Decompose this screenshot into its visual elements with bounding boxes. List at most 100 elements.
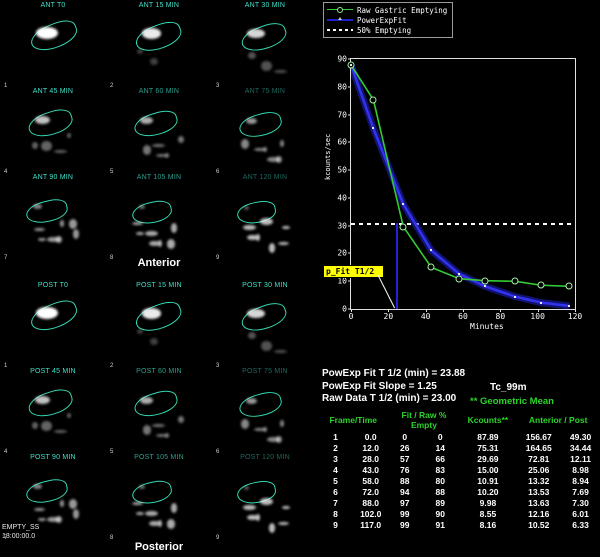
cell-raw: 89 [435,497,446,508]
fit-data-point [402,203,405,206]
fit-data-point [350,63,352,66]
bowel-activity [269,243,276,253]
scan-image [0,376,106,454]
results-panel: PowExp Fit T 1/2 (min) = 23.88 PowExp Fi… [318,368,600,557]
cell-fit: 76 [400,464,410,475]
cell-post: 7.69 [572,486,589,497]
header-anterior-post: Anterior / Post [528,415,588,425]
scan-frame-ant-5[interactable]: ANT 60 MIN 5 [106,86,212,176]
scan-frame-ant-2[interactable]: ANT 15 MIN 2 [106,0,212,90]
frame-number: 9 [216,255,220,261]
y-axis-tick-label: 30 [337,221,347,231]
cell-post: 6.01 [572,508,589,519]
scan-frame-post-9[interactable]: POST 120 MIN 9 [212,452,318,542]
fifty-percent-emptying-line [351,222,575,225]
table-row: 4 43.0 76 83 15.00 25.06 8.98 [318,464,600,475]
table-header-row: Frame/Time Fit / Raw % Empty Kcounts** A… [318,410,600,431]
bowel-activity [274,350,287,353]
fit-data-point [484,285,487,288]
legend-label-half: 50% Emptying [357,25,412,35]
cell-time: 102.0 [360,508,382,519]
bowel-activity [60,500,64,508]
scan-frame-ant-4[interactable]: ANT 45 MIN 4 [0,86,106,176]
gastric-activity [34,395,50,405]
study-identifier: EMPTY_SS 13:00:00.0 [2,523,39,541]
cell-frame: 6 [333,486,338,497]
scan-frame-ant-6[interactable]: ANT 75 MIN 6 [212,86,318,176]
bowel-activity [67,413,71,419]
stomach-roi-outline [238,298,290,336]
cell-post: 12.11 [570,453,591,464]
scan-frame-ant-1[interactable]: ANT T0 1 [0,0,106,90]
bowel-activity [152,144,165,147]
table-row: 6 72.0 94 88 10.20 13.53 7.69 [318,486,600,497]
bowel-activity [247,515,258,521]
cell-raw: 80 [435,475,446,486]
raw-data-point [455,275,463,283]
scan-frame-post-6[interactable]: POST 75 MIN 6 [212,366,318,456]
legend-label-raw: Raw Gastric Emptying [357,5,448,15]
cell-kcounts: 29.69 [477,453,499,464]
scan-frame-post-5[interactable]: POST 60 MIN 5 [106,366,212,456]
cell-raw: 91 [435,519,446,530]
scan-frame-post-8[interactable]: POST 105 MIN 8 [106,452,212,542]
scan-frame-ant-7[interactable]: ANT 90 MIN 7 [0,172,106,262]
scan-frame-post-1[interactable]: POST T0 1 [0,280,106,370]
bowel-activity [167,519,176,529]
legend-swatch-fit-icon [327,16,353,24]
bowel-activity [260,498,273,506]
bowel-activity [261,341,272,351]
frame-number: 6 [216,169,220,175]
cell-frame: 7 [333,497,338,508]
y-axis-tick [348,141,351,143]
scan-frame-ant-9[interactable]: ANT 120 MIN 9 [212,172,318,262]
cell-time: 12.0 [362,442,379,453]
cell-fit: 99 [400,519,410,530]
cell-frame: 2 [333,442,338,453]
bowel-activity [178,416,185,424]
cell-anterior: 164.65 [525,442,552,453]
bowel-activity [256,234,260,242]
scan-frame-post-7[interactable]: POST 90 MIN 7 [0,452,106,542]
table-row: 7 88.0 97 89 9.98 13.63 7.30 [318,497,600,508]
fit-t-half-line: PowExp Fit T 1/2 (min) = 23.88 [322,368,466,379]
scan-frame-label: POST 75 MIN [242,368,288,375]
cell-frame: 1 [333,431,338,442]
cell-kcounts: 9.98 [479,497,497,508]
legend-swatch-raw-icon [327,6,353,14]
gastric-activity [244,486,249,491]
bowel-activity [143,425,152,435]
y-axis-tick [348,308,351,310]
chart-curves [351,63,570,309]
fit-data-point [372,127,375,130]
bowel-activity [256,514,260,522]
scan-frame-ant-8[interactable]: ANT 105 MIN 8 [106,172,212,262]
bowel-activity [54,150,67,153]
cell-anterior: 13.53 [528,486,550,497]
bowel-activity [32,422,39,430]
frame-number: 5 [110,449,114,455]
cell-raw: 88 [435,486,446,497]
scan-frame-post-4[interactable]: POST 45 MIN 4 [0,366,106,456]
scan-frame-post-2[interactable]: POST 15 MIN 2 [106,280,212,370]
scan-image [0,96,106,174]
bowel-activity [247,235,258,241]
gastric-activity [36,307,58,320]
scan-frame-ant-3[interactable]: ANT 30 MIN 3 [212,0,318,90]
y-axis-tick-label: 40 [337,193,347,203]
bowel-activity [269,523,276,533]
raw-data-point [427,263,435,271]
scintigraphy-image-area: ANT T0 1 ANT 15 MIN 2 ANT 30 MIN 3 ANT 45 MIN 4… [0,0,318,553]
scan-image [106,96,212,174]
isotope-label: Tc_99m [490,382,527,393]
scan-image [106,376,212,454]
stomach-roi-outline [238,18,290,56]
scan-frame-post-3[interactable]: POST 30 MIN 3 [212,280,318,370]
scan-image [0,290,106,368]
study-name: EMPTY_SS [2,524,40,531]
gastric-activity [140,396,154,404]
cell-fit: 94 [400,486,410,497]
header-frame-time: Frame/Time [329,415,377,425]
cell-anterior: 10.52 [528,519,550,530]
scan-frame-label: POST 60 MIN [136,368,182,375]
